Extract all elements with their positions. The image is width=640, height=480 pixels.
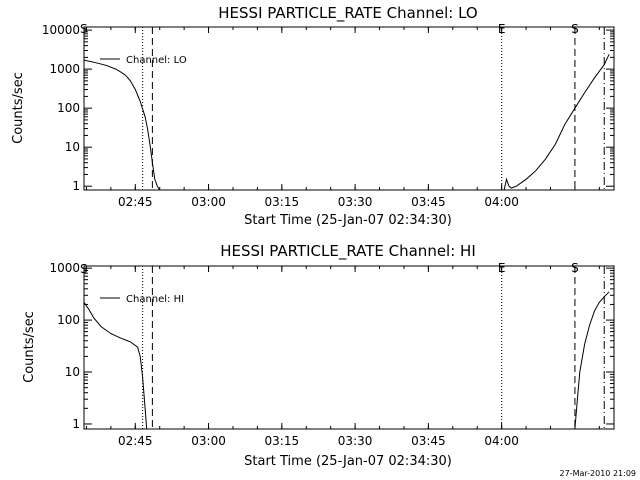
panel-hi: HESSI PARTICLE_RATE Channel: HI Start Ti… — [22, 242, 615, 469]
x-tick-label: 03:45 — [411, 434, 446, 448]
chart-title: HESSI PARTICLE_RATE Channel: HI — [220, 242, 476, 261]
chart-title: HESSI PARTICLE_RATE Channel: LO — [218, 4, 477, 23]
y-axis-label: Counts/sec — [11, 72, 26, 144]
x-tick-label: 02:45 — [118, 195, 153, 209]
plot-content: 02:45 03:00 03:15 03:30 03:45 04:00 1 10 100 1000… — [42, 22, 614, 209]
x-axis-label: Start Time (25-Jan-07 02:34:30) — [244, 454, 452, 469]
y-tick-label: 1000 — [49, 261, 80, 275]
y-tick-label: 10 — [65, 140, 80, 154]
plot-content: 02:45 03:00 03:15 03:30 03:45 04:00 1 10 100 1000… — [49, 261, 614, 448]
legend-entry: Channel: HI — [126, 294, 184, 305]
y-tick-label: 1000 — [49, 62, 80, 76]
x-tick-label: 04:00 — [484, 434, 519, 448]
y-tick-label: 10000 — [42, 23, 80, 37]
x-tick-label: 03:00 — [191, 195, 226, 209]
x-tick-label: 03:00 — [191, 434, 226, 448]
annotation-label: E — [498, 22, 506, 36]
corner-label: S — [80, 22, 88, 36]
x-tick-label: 04:00 — [484, 195, 519, 209]
y-axis-label: Counts/sec — [22, 311, 37, 383]
series-line — [574, 291, 610, 430]
annotation-label: S — [571, 261, 579, 275]
x-tick-label: 02:45 — [118, 434, 153, 448]
x-tick-label: 03:15 — [265, 434, 300, 448]
series-line — [83, 59, 161, 191]
annotation-label: E — [498, 261, 506, 275]
timestamp: 27-Mar-2010 21:09 — [560, 469, 637, 478]
x-tick-label: 03:30 — [338, 434, 373, 448]
y-tick-label: 1 — [72, 417, 80, 431]
series-line — [83, 302, 148, 430]
x-tick-label: 03:45 — [411, 195, 446, 209]
x-axis-label: Start Time (25-Jan-07 02:34:30) — [244, 213, 452, 228]
y-tick-label: 100 — [57, 313, 80, 327]
x-tick-label: 03:30 — [338, 195, 373, 209]
y-tick-label: 100 — [57, 101, 80, 115]
series-line — [503, 54, 610, 191]
annotation-label: S — [571, 22, 579, 36]
x-tick-label: 03:15 — [265, 195, 300, 209]
panel-lo: HESSI PARTICLE_RATE Channel: LO Start Ti… — [11, 4, 615, 228]
y-tick-label: 1 — [72, 179, 80, 193]
corner-label: S — [80, 262, 88, 276]
legend-entry: Channel: LO — [126, 55, 187, 66]
y-tick-label: 10 — [65, 365, 80, 379]
